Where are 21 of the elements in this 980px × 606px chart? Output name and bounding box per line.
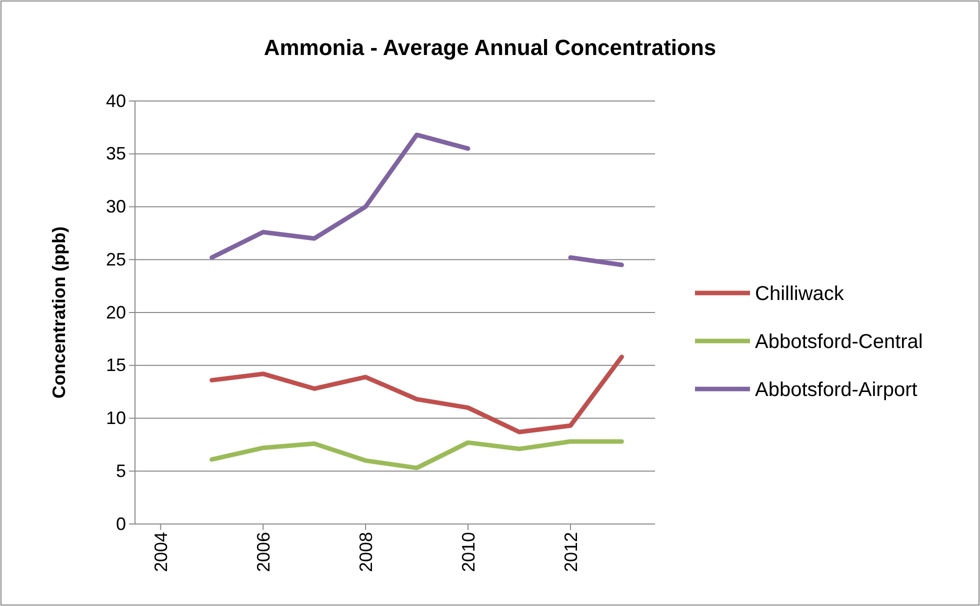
legend-label: Abbotsford-Central (755, 331, 923, 353)
x-tick-label: 2012 (560, 532, 581, 572)
x-tick-label: 2006 (253, 532, 274, 572)
y-tick-label: 40 (106, 90, 126, 111)
y-tick-label: 15 (106, 355, 126, 376)
y-tick-label: 25 (106, 249, 126, 270)
y-tick-label: 20 (106, 302, 126, 322)
legend-label: Abbotsford-Airport (755, 379, 918, 401)
x-tick-label: 2004 (150, 532, 171, 572)
y-tick-label: 0 (116, 514, 126, 534)
chart-title: Ammonia - Average Annual Concentrations (264, 35, 716, 60)
y-tick-label: 35 (106, 144, 126, 164)
y-tick-label: 30 (106, 196, 126, 217)
y-axis-title: Concentration (ppb) (49, 226, 69, 398)
x-tick-label: 2010 (458, 532, 478, 572)
line-series (210, 354, 624, 434)
y-tick-label: 10 (106, 408, 126, 428)
y-tick-label: 5 (116, 460, 126, 481)
x-tick-label: 2008 (356, 532, 376, 572)
line-series (210, 439, 624, 470)
legend-label: Chilliwack (755, 283, 845, 305)
